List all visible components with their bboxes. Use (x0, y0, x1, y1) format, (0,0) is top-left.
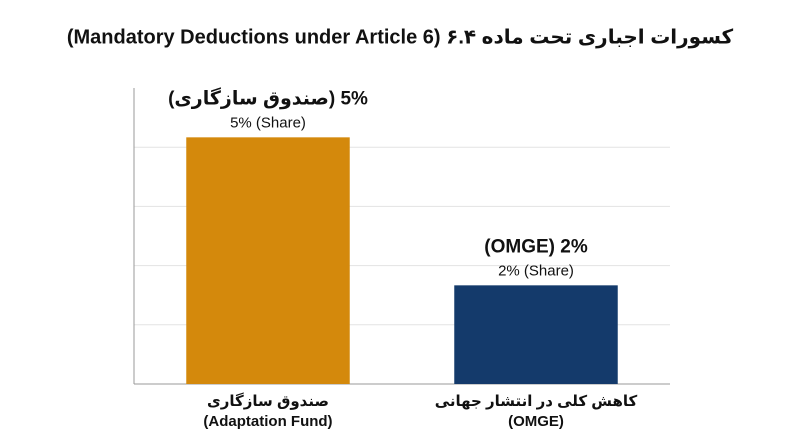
bar (186, 137, 350, 384)
value-label: 5% (صندوق سازگاری) (168, 86, 368, 109)
x-tick-label: کاهش کلی در انتشار جهانی (435, 393, 638, 410)
x-tick-sublabel: (OMGE) (508, 413, 564, 430)
chart-title: کسورات اجباری تحت ماده ۶.۴ (Mandatory De… (67, 26, 734, 48)
share-label: 5% (Share) (230, 114, 306, 131)
value-label: 2% (OMGE) (484, 236, 588, 257)
x-tick-sublabel: (Adaptation Fund) (203, 413, 332, 430)
x-tick-label: صندوق سازگاری (207, 392, 329, 410)
share-label: 2% (Share) (498, 262, 574, 279)
bar (454, 285, 618, 384)
